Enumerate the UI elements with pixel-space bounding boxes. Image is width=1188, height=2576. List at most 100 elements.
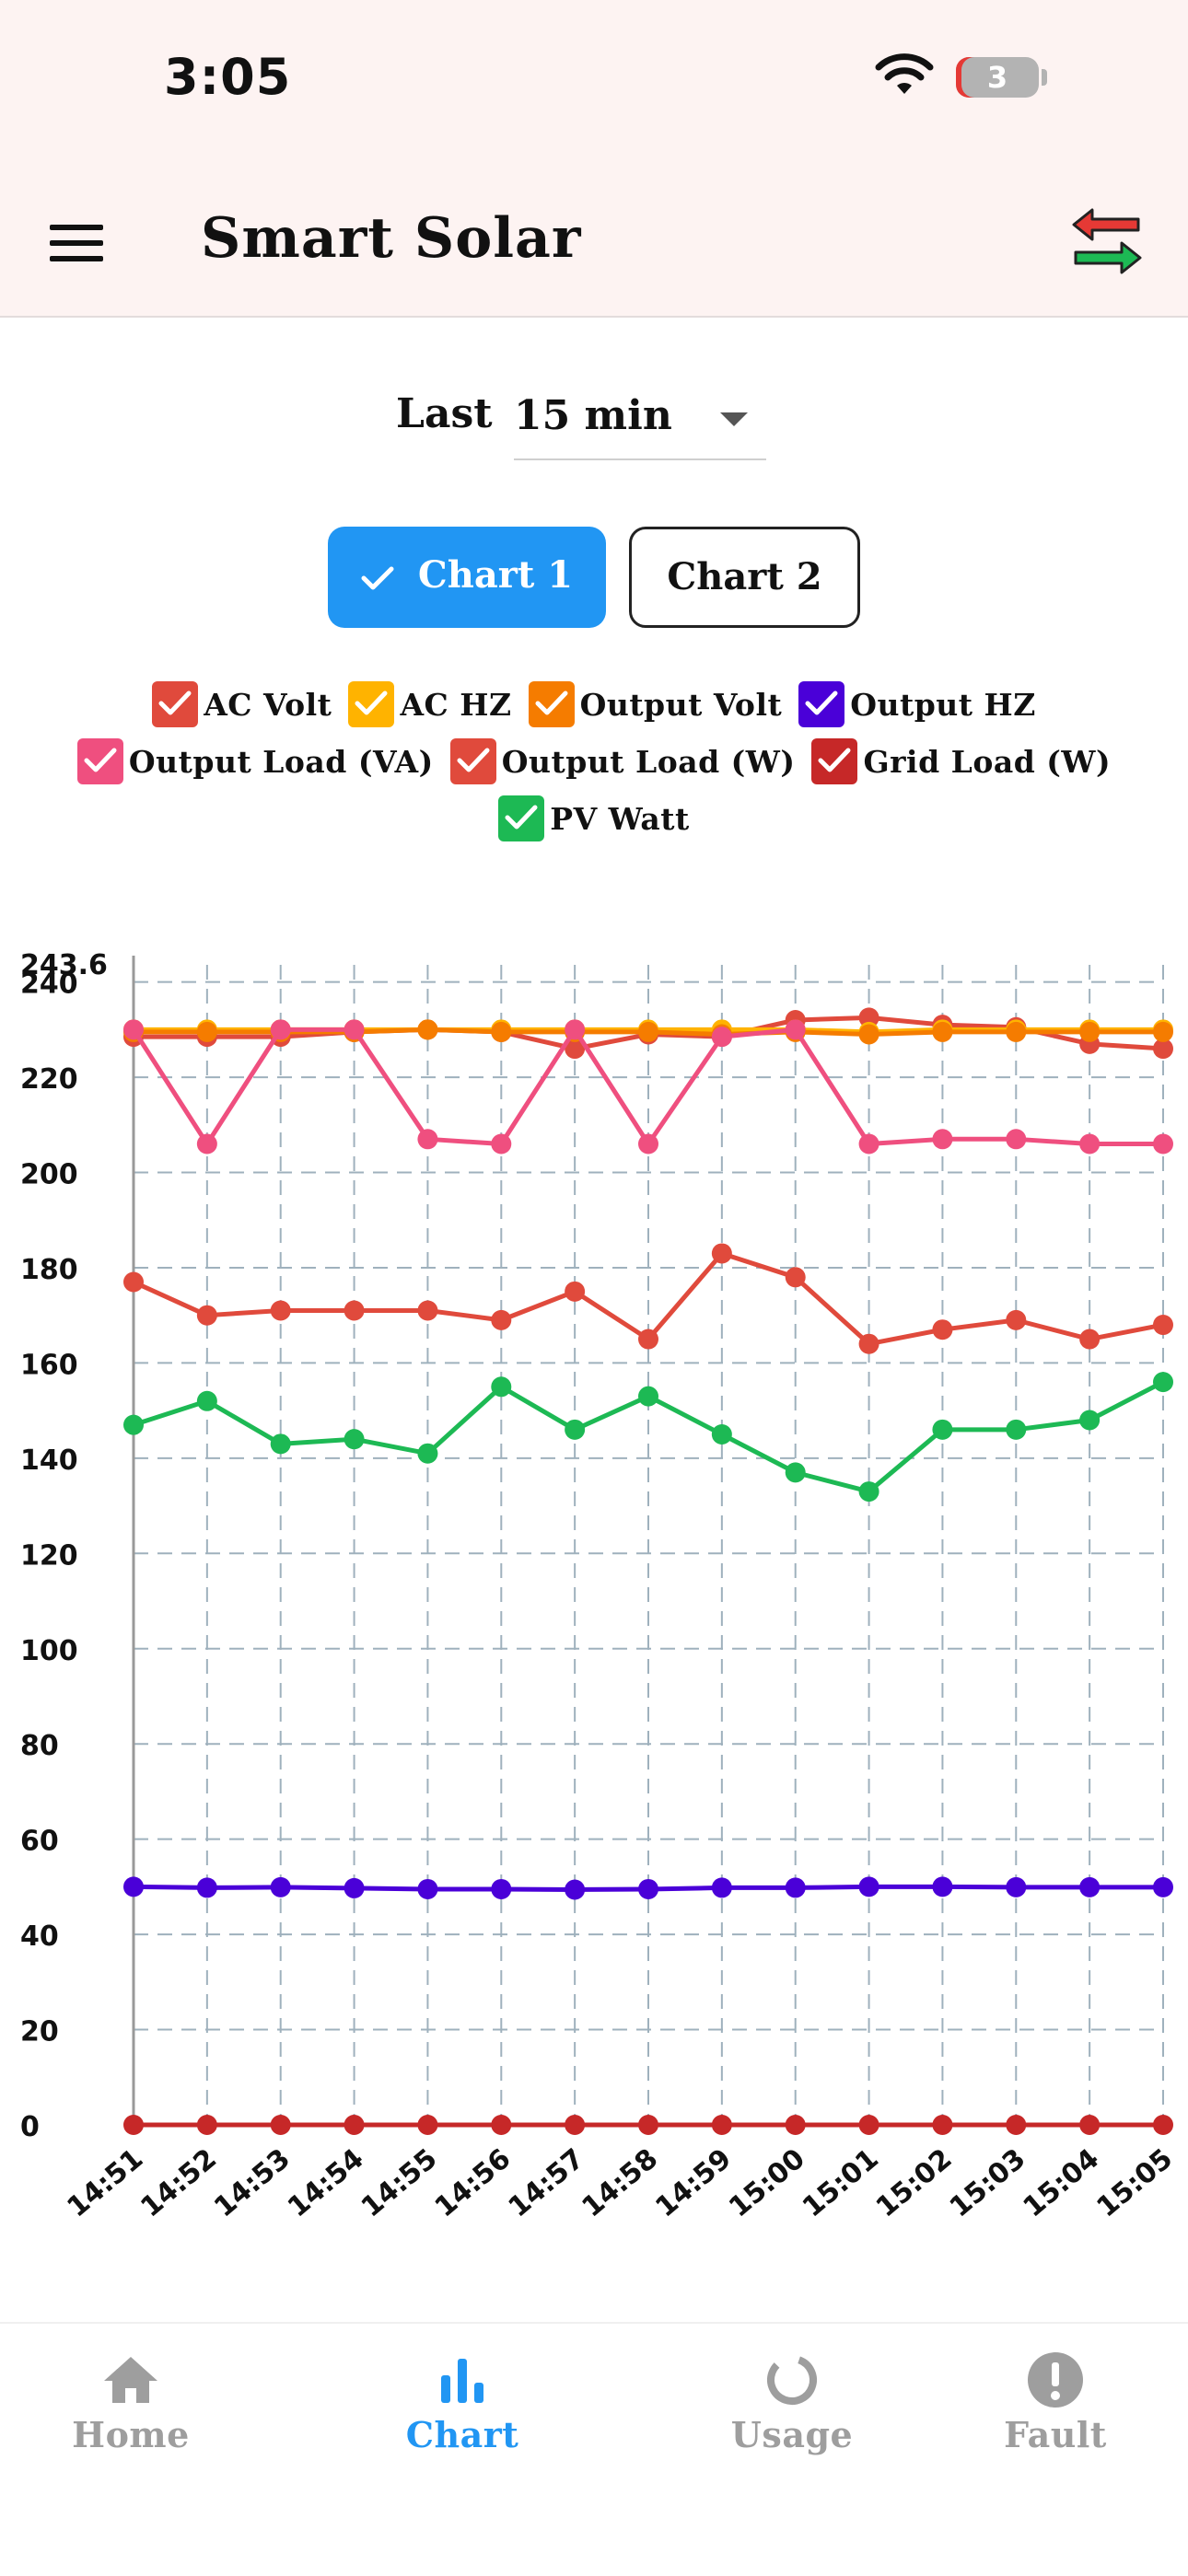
data-point-grid-load-w: [1079, 2115, 1101, 2135]
legend-row: Output Load (VA) Output Load (W) Grid Lo…: [0, 738, 1188, 790]
data-point-output-volt: [932, 1021, 953, 1042]
data-point-pv-watt: [123, 1414, 144, 1435]
y-tick-label: 220: [20, 1063, 78, 1096]
x-tick-label: 14:58: [576, 2142, 664, 2223]
data-point-output-load-va: [711, 1027, 732, 1048]
legend-item-grid-load-w[interactable]: Grid Load (W): [811, 738, 1111, 784]
legend-label: AC HZ: [400, 686, 512, 723]
data-point-output-volt: [858, 1024, 879, 1045]
y-tick-label: 240: [20, 969, 78, 1001]
data-point-output-load-w: [565, 1281, 586, 1302]
legend-item-output-hz[interactable]: Output HZ: [798, 681, 1036, 727]
period-label: Last: [396, 390, 493, 437]
data-point-pv-watt: [270, 1433, 291, 1455]
legend-item-ac-volt[interactable]: AC Volt: [152, 681, 332, 727]
data-point-output-load-w: [638, 1329, 658, 1350]
sync-icon[interactable]: [1068, 203, 1146, 280]
data-point-pv-watt: [638, 1386, 658, 1407]
data-point-output-load-va: [196, 1133, 217, 1155]
data-point-pv-watt: [1079, 1410, 1101, 1431]
x-tick-label: 14:59: [649, 2142, 738, 2223]
data-point-output-load-w: [491, 1309, 512, 1330]
legend-label: Grid Load (W): [863, 743, 1112, 780]
chart-icon: [441, 2359, 483, 2403]
tab-chart-2[interactable]: Chart 2: [629, 527, 860, 628]
data-point-output-load-va: [123, 1019, 144, 1040]
data-point-output-load-va: [417, 1129, 438, 1150]
data-point-ac-volt: [565, 1039, 586, 1060]
legend-label: Output HZ: [850, 686, 1036, 723]
data-point-pv-watt: [1153, 1372, 1173, 1393]
data-point-grid-load-w: [491, 2115, 512, 2135]
y-tick-label: 140: [20, 1445, 78, 1477]
nav-item-home[interactable]: Home: [20, 2348, 241, 2455]
nav-item-fault[interactable]: Fault: [945, 2348, 1166, 2455]
y-tick-label: 60: [20, 1826, 59, 1858]
x-tick-label: 14:53: [208, 2142, 297, 2223]
data-point-output-hz: [1079, 1876, 1101, 1897]
x-tick-label: 14:51: [61, 2142, 149, 2223]
data-point-output-load-w: [123, 1271, 144, 1293]
data-point-output-volt: [417, 1019, 438, 1040]
nav-label-home: Home: [72, 2414, 190, 2455]
data-point-output-volt: [638, 1021, 658, 1042]
data-point-output-load-va: [638, 1133, 658, 1155]
checkbox-icon: [348, 681, 395, 727]
data-point-output-load-w: [858, 1333, 879, 1354]
data-point-output-load-w: [344, 1300, 365, 1321]
nav-item-chart[interactable]: Chart: [352, 2348, 573, 2455]
y-tick-label: 160: [20, 1349, 78, 1381]
data-point-output-load-va: [344, 1019, 365, 1040]
data-point-pv-watt: [858, 1481, 879, 1503]
legend-label: Output Load (VA): [128, 743, 434, 780]
checkbox-icon: [798, 681, 845, 727]
fault-icon: [1028, 2352, 1083, 2408]
data-point-pv-watt: [932, 1419, 953, 1440]
home-icon: [104, 2357, 157, 2403]
menu-icon[interactable]: [50, 225, 103, 261]
data-point-grid-load-w: [417, 2115, 438, 2135]
period-dropdown[interactable]: 15 min: [514, 387, 766, 460]
data-point-output-load-va: [1006, 1129, 1027, 1150]
data-point-output-load-va: [270, 1019, 291, 1040]
data-point-grid-load-w: [565, 2115, 586, 2135]
legend-label: Output Load (W): [501, 743, 796, 780]
legend-item-output-volt[interactable]: Output Volt: [528, 681, 783, 727]
data-point-pv-watt: [491, 1376, 512, 1398]
checkbox-icon: [498, 795, 545, 841]
period-value: 15 min: [514, 392, 672, 439]
data-point-pv-watt: [785, 1462, 806, 1483]
y-tick-label: 200: [20, 1159, 78, 1191]
data-point-output-volt: [491, 1021, 512, 1042]
data-point-output-load-va: [565, 1019, 586, 1040]
legend-item-output-load-va[interactable]: Output Load (VA): [76, 738, 434, 784]
data-point-output-hz: [711, 1877, 732, 1898]
data-point-grid-load-w: [1153, 2115, 1173, 2135]
y-tick-label: 40: [20, 1920, 59, 1953]
checkbox-icon: [811, 738, 858, 784]
x-tick-label: 15:05: [1090, 2142, 1179, 2223]
data-point-pv-watt: [344, 1429, 365, 1450]
data-point-grid-load-w: [785, 2115, 806, 2135]
legend-label: AC Volt: [204, 686, 332, 723]
data-point-output-hz: [270, 1876, 291, 1897]
y-max-label: 243.6: [20, 949, 108, 981]
x-tick-label: 15:02: [870, 2142, 959, 2223]
tab-chart-1[interactable]: Chart 1: [328, 527, 606, 628]
checkbox-icon: [152, 681, 199, 727]
data-point-pv-watt: [711, 1424, 732, 1445]
nav-label-fault: Fault: [1004, 2414, 1107, 2455]
data-point-output-load-w: [711, 1243, 732, 1264]
data-point-output-load-va: [785, 1019, 806, 1040]
data-point-output-load-va: [932, 1129, 953, 1150]
nav-item-usage[interactable]: Usage: [681, 2348, 903, 2455]
legend-item-ac-hz[interactable]: AC HZ: [348, 681, 511, 727]
legend-item-output-load-w[interactable]: Output Load (W): [449, 738, 796, 784]
x-tick-label: 15:03: [944, 2142, 1032, 2223]
legend-item-pv-watt[interactable]: PV Watt: [498, 795, 689, 841]
y-tick-label: 80: [20, 1730, 59, 1762]
checkbox-icon: [528, 681, 575, 727]
data-point-output-load-va: [491, 1133, 512, 1155]
data-point-grid-load-w: [932, 2115, 953, 2135]
data-point-output-volt: [1153, 1021, 1173, 1042]
